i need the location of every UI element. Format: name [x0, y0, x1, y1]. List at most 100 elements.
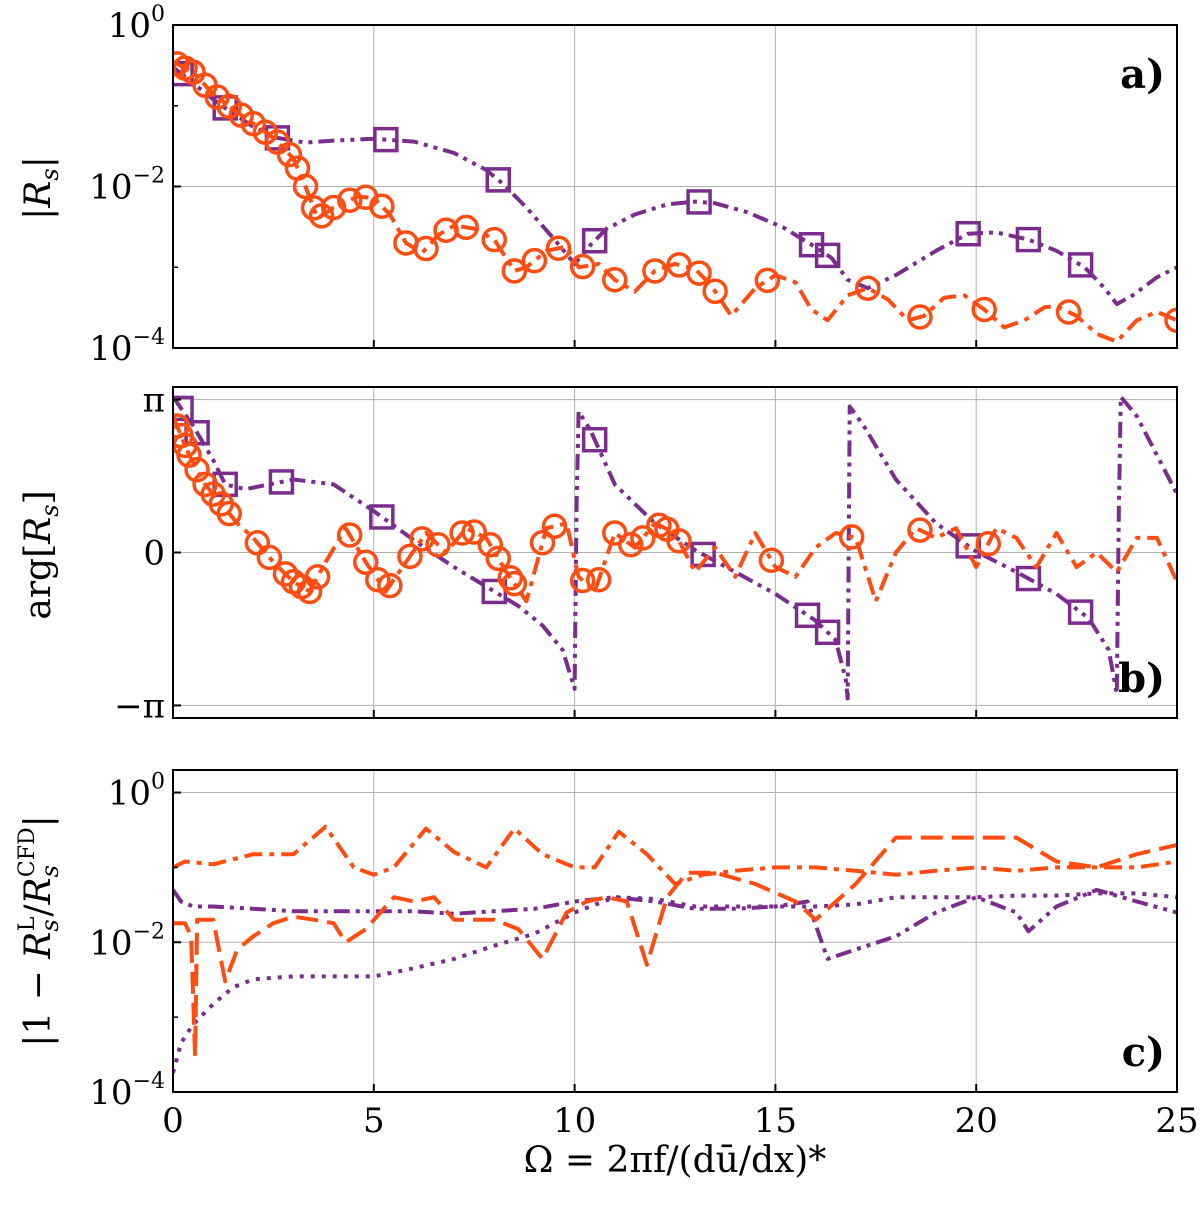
- square-marker: [814, 619, 841, 646]
- x-tick-label: 5: [363, 1101, 385, 1141]
- square-marker: [268, 469, 295, 495]
- square-marker: [369, 504, 395, 530]
- circle-marker: [477, 531, 504, 558]
- panel-a: 100 10−2 10−4 a) |Rs|: [18, 2, 1178, 369]
- circle-marker: [501, 258, 528, 284]
- circle-marker: [975, 530, 1001, 557]
- circle-marker: [184, 457, 210, 483]
- series-c: [173, 824, 1177, 1074]
- circle-marker: [838, 524, 865, 550]
- circle-marker: [585, 567, 612, 593]
- square-marker: [581, 426, 608, 453]
- circle-marker: [300, 195, 327, 221]
- circle-marker: [320, 194, 347, 221]
- panel-b: π 0 −π b) arg[Rs]: [18, 381, 1178, 726]
- circle-marker: [365, 567, 391, 593]
- circle-marker: [176, 442, 202, 468]
- circle-marker: [461, 519, 487, 545]
- y-tick-label: 10−4: [89, 1069, 165, 1113]
- y-tick-label: −π: [114, 686, 165, 726]
- series-line-purple-dash-dot-dot: [173, 394, 1177, 701]
- panel-tag-c: c): [1122, 1029, 1165, 1076]
- series-line-orange-dash-dot: [173, 60, 1177, 344]
- circle-marker: [481, 226, 508, 253]
- x-tick-label: 15: [754, 1101, 797, 1141]
- square-marker: [1067, 252, 1094, 278]
- y-tick-label: 100: [108, 2, 165, 46]
- y-tick-label: 10−4: [89, 325, 165, 369]
- circle-marker: [485, 545, 512, 572]
- series-line-purple-dash-dot-dot: [173, 65, 1177, 307]
- circle-marker: [971, 296, 997, 323]
- xticks-b: [172, 710, 1178, 718]
- yticks-b: π 0 −π: [114, 381, 181, 726]
- circle-marker: [369, 193, 395, 220]
- square-marker: [955, 220, 981, 247]
- circle-marker: [425, 531, 451, 558]
- circle-marker: [397, 543, 423, 570]
- xticks-a: [172, 340, 1178, 348]
- circle-marker: [758, 547, 785, 574]
- axes-frame-c: [172, 769, 1178, 1093]
- ylabel-b: arg[Rs]: [18, 490, 64, 619]
- square-marker: [581, 227, 608, 254]
- square-marker: [814, 242, 841, 269]
- circle-marker: [618, 531, 644, 558]
- circle-marker: [449, 520, 475, 546]
- circle-marker: [642, 258, 668, 284]
- circle-marker: [304, 564, 331, 590]
- circle-marker: [276, 141, 303, 168]
- x-tick-label: 10: [553, 1101, 596, 1141]
- y-tick-label: 100: [108, 770, 165, 814]
- circle-marker: [336, 187, 363, 213]
- circle-marker: [702, 278, 728, 305]
- y-tick-label: π: [143, 381, 165, 421]
- x-tick-label: 20: [955, 1101, 998, 1141]
- ylabel-a: |Rs|: [18, 156, 64, 220]
- yticks-a: 100 10−2 10−4: [89, 2, 181, 369]
- circle-marker: [569, 253, 596, 280]
- circle-marker: [521, 247, 548, 274]
- square-marker: [1067, 599, 1094, 625]
- panel-tag-b: b): [1118, 655, 1165, 702]
- circle-marker: [497, 565, 524, 591]
- square-marker: [173, 395, 194, 422]
- x-tick-label: 25: [1155, 1101, 1198, 1141]
- series-line-orange-dash-dot: [173, 824, 1177, 886]
- grid-a: [172, 24, 1178, 349]
- series-a: [173, 51, 1177, 344]
- circle-marker: [907, 517, 933, 543]
- circle-marker: [1164, 307, 1177, 334]
- square-marker: [173, 60, 194, 87]
- circle-marker: [413, 235, 439, 262]
- circle-marker: [569, 567, 596, 594]
- square-marker: [794, 602, 821, 629]
- circle-marker: [630, 525, 656, 551]
- circle-marker: [292, 173, 319, 200]
- circle-marker: [216, 500, 242, 527]
- panel-tag-a: a): [1120, 51, 1165, 98]
- y-tick-label: 10−2: [89, 919, 165, 963]
- circle-marker: [256, 544, 283, 571]
- square-marker: [690, 541, 716, 568]
- series-line-purple-dot: [173, 891, 1177, 1074]
- circle-marker: [272, 561, 299, 587]
- square-marker: [373, 126, 399, 153]
- circle-marker: [1055, 299, 1082, 325]
- circle-marker: [336, 522, 363, 548]
- series-line-orange-dash: [173, 835, 1177, 1059]
- ylabel-c: |1 − RsL/RsCFD|: [15, 815, 64, 1047]
- circle-marker: [545, 235, 572, 262]
- series-line-orange-dash-dot: [173, 415, 1177, 604]
- circle-marker: [541, 513, 568, 539]
- series-b: [173, 394, 1177, 701]
- circle-marker: [409, 526, 435, 552]
- y-tick-label: 10−2: [89, 164, 165, 208]
- circle-marker: [855, 275, 881, 301]
- square-marker: [1015, 226, 1042, 253]
- circle-marker: [907, 304, 933, 330]
- circle-marker: [754, 267, 781, 294]
- circle-marker: [666, 528, 692, 554]
- circle-marker: [296, 578, 323, 605]
